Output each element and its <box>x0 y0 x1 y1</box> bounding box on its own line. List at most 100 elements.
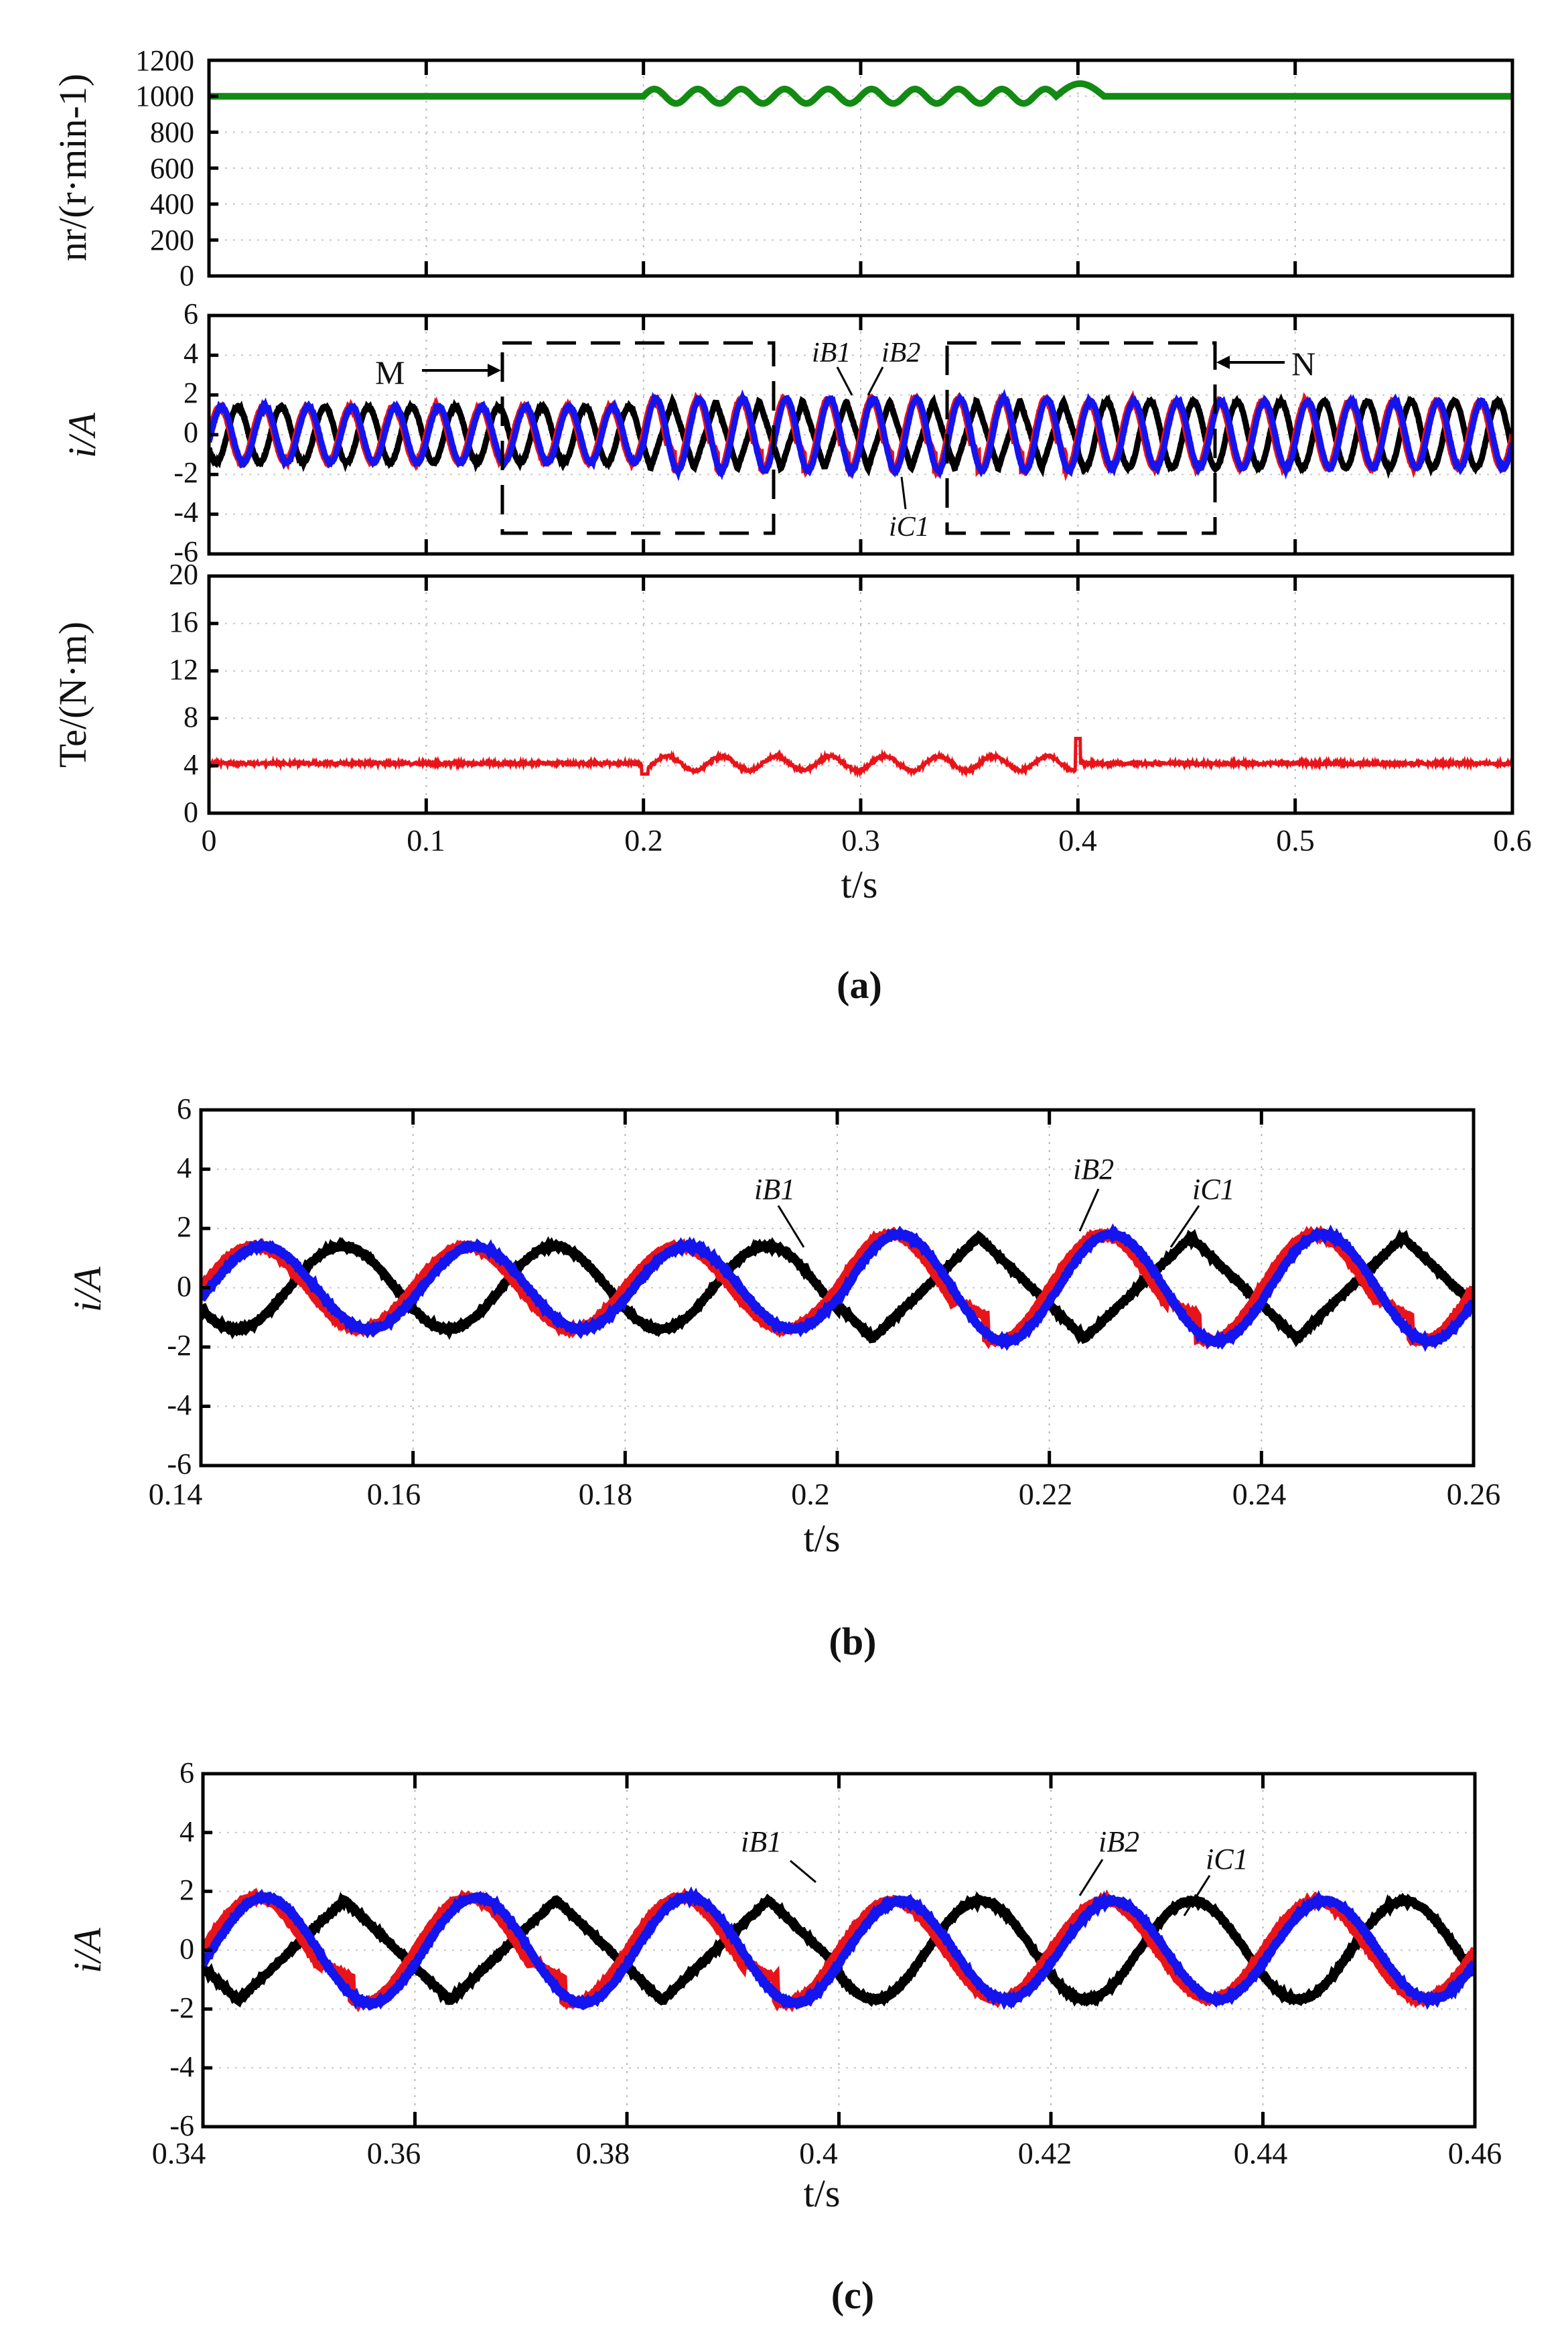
torque-ytick: 0 <box>184 796 198 829</box>
torque-grid <box>209 576 1512 813</box>
b-pointer-iB1 <box>777 1205 805 1248</box>
c-xtick: 0.4 <box>799 2136 838 2170</box>
c-label-iB2-text: iB2 <box>1098 1825 1139 1858</box>
b-label-iB2-text: iB2 <box>1073 1153 1114 1186</box>
a-xtick: 0.4 <box>1058 823 1097 857</box>
b-xtick: 0.18 <box>579 1477 633 1511</box>
c-xtick: 0.36 <box>367 2136 421 2170</box>
a-xtick: 0.5 <box>1276 823 1315 857</box>
c-line-iB2 <box>203 1886 1475 2011</box>
label-iB1-a-text: iB1 <box>812 338 851 368</box>
caption-b: (b) <box>829 1620 877 1663</box>
pointer-iB2-a <box>867 366 884 396</box>
c-ytick: 2 <box>180 1873 194 1906</box>
current-tick-marks <box>209 315 1297 554</box>
arrow-M-head <box>488 364 501 377</box>
c-ytick: 0 <box>180 1932 194 1965</box>
c-xtick: 0.42 <box>1018 2136 1072 2170</box>
torque-ytick: 16 <box>169 606 198 638</box>
label-iB2-a: iB2 <box>881 338 920 368</box>
speed-ytick: 800 <box>150 116 194 149</box>
panel-c: iB1 iB2 iC1 -6 -4 -2 0 2 4 6 i/A 0.34 0.… <box>66 1756 1502 2317</box>
arrow-N-head <box>1216 356 1230 369</box>
current-ytick: 6 <box>184 297 198 330</box>
label-iC1-a-text: iC1 <box>889 512 930 543</box>
c-label-iB2: iB2 <box>1098 1825 1139 1858</box>
b-ytick: 4 <box>177 1151 192 1184</box>
torque-ytick: 8 <box>184 701 198 733</box>
b-line-iB1 <box>201 1224 1474 1350</box>
c-xtick: 0.44 <box>1234 2136 1288 2170</box>
c-tick-marks <box>203 1774 1265 2127</box>
b-ylabel: i/A <box>66 1267 109 1312</box>
b-label-iB1-text: iB1 <box>754 1173 795 1206</box>
b-xtick: 0.24 <box>1232 1477 1287 1511</box>
b-ytick: 2 <box>177 1210 192 1243</box>
a-xtick: 0.3 <box>841 823 880 857</box>
b-label-iC1: iC1 <box>1192 1173 1235 1206</box>
b-ytick: 6 <box>177 1092 192 1125</box>
a-xtick: 0.2 <box>624 823 663 857</box>
current-ytick: 2 <box>184 376 198 409</box>
c-ytick: 6 <box>180 1756 194 1789</box>
current-ylabel: i/A <box>60 413 104 458</box>
speed-subplot: 0 200 400 600 800 1000 1200 nr/(r·min-1) <box>51 44 1514 292</box>
c-pointer-iB1 <box>790 1859 816 1884</box>
caption-a: (a) <box>837 963 882 1007</box>
torque-ytick: 4 <box>184 748 198 781</box>
b-xtick: 0.22 <box>1019 1477 1073 1511</box>
a-xlabel: t/s <box>841 863 878 906</box>
torque-tick-marks <box>209 576 1297 813</box>
b-tick-marks <box>201 1110 1263 1466</box>
a-xtick: 0.6 <box>1493 823 1532 857</box>
b-label-iB1: iB1 <box>754 1173 795 1206</box>
torque-ylabel: Te/(N·m) <box>51 622 94 768</box>
b-xtick: 0.2 <box>791 1477 830 1511</box>
b-xtick: 0.26 <box>1447 1477 1501 1511</box>
speed-ytick: 1200 <box>135 44 194 77</box>
c-label-iB1-text: iB1 <box>741 1825 782 1858</box>
c-label-iB1: iB1 <box>741 1825 782 1858</box>
c-xlabel: t/s <box>804 2172 841 2215</box>
caption-c: (c) <box>831 2273 874 2317</box>
c-pointer-iC1 <box>1183 1875 1211 1916</box>
a-xtick: 0.1 <box>407 823 445 857</box>
speed-ytick: 0 <box>180 259 194 292</box>
speed-line <box>209 80 1512 107</box>
speed-ytick: 400 <box>150 188 194 220</box>
panel-a: 0 200 400 600 800 1000 1200 nr/(r·min-1)… <box>51 44 1532 1007</box>
b-ytick: -4 <box>167 1389 192 1421</box>
b-ytick: -6 <box>167 1447 192 1480</box>
pointer-iC1-a <box>900 476 907 510</box>
b-xtick: 0.14 <box>149 1477 203 1511</box>
b-ytick: -2 <box>167 1329 192 1362</box>
speed-ytick: 600 <box>150 152 194 185</box>
speed-ylabel: nr/(r·min-1) <box>51 74 94 261</box>
label-N: N <box>1291 345 1315 382</box>
c-ytick: -6 <box>169 2109 194 2142</box>
torque-ytick: 12 <box>169 653 198 686</box>
b-pointer-iC1 <box>1169 1205 1200 1248</box>
b-ytick: 0 <box>177 1270 192 1303</box>
current-ytick: 0 <box>184 416 198 449</box>
b-label-iC1-text: iC1 <box>1192 1173 1235 1206</box>
label-iB1-a: iB1 <box>812 338 851 368</box>
c-xtick: 0.34 <box>152 2136 206 2170</box>
c-ylabel: i/A <box>66 1928 109 1973</box>
pointer-iB1-a <box>836 366 853 396</box>
current-ytick: -4 <box>173 496 198 528</box>
c-pointer-iB2 <box>1078 1859 1104 1896</box>
c-ytick: -4 <box>169 2050 194 2083</box>
torque-subplot: 0 4 8 12 16 20 Te/(N·m) <box>51 558 1514 829</box>
c-label-iC1: iC1 <box>1206 1843 1249 1876</box>
c-label-iC1-text: iC1 <box>1206 1843 1249 1876</box>
current-subplot: M N iB1 iB2 iC1 -6 -4 -2 0 2 4 6 i/A <box>60 297 1514 568</box>
b-line-iB2 <box>201 1223 1474 1352</box>
current-ytick: -6 <box>173 535 198 568</box>
label-iC1-a: iC1 <box>889 512 930 543</box>
current-ytick: -2 <box>173 456 198 489</box>
panel-b: iB1 iB2 iC1 -6 -4 -2 0 2 4 6 i/A 0.14 0.… <box>66 1092 1500 1663</box>
current-ytick: 4 <box>184 337 198 370</box>
speed-ytick: 1000 <box>135 80 194 113</box>
